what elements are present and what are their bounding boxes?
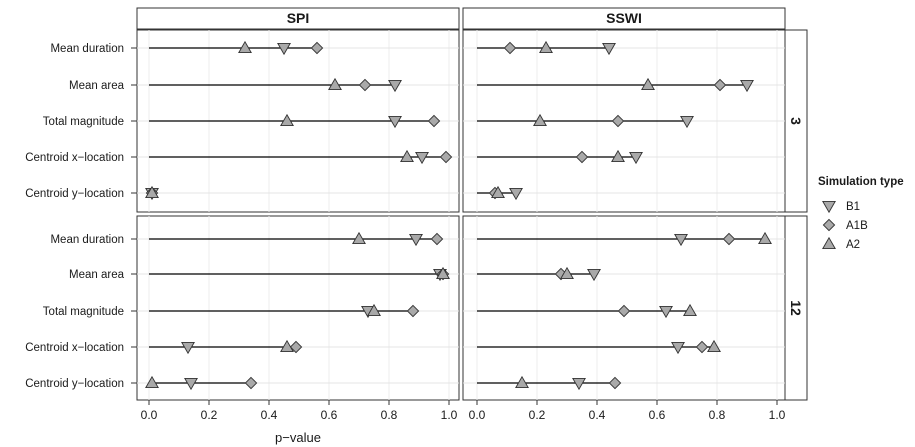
panel-spi-row-3-point-a1b-centroid-x-location [439, 150, 453, 164]
facet-strips: SPI SSWI 3 12 [136, 7, 808, 401]
panel-sswi-row-12-point-a1b-total-magnitude [617, 304, 631, 318]
panel-spi-row-12-point-a1b-centroid-x-location [289, 340, 303, 354]
panel-sswi-row-12-point-a1b-centroid-x-location [695, 340, 709, 354]
x-tick-label-sswi-0: 0.0 [469, 408, 486, 422]
panel-spi-row-12-point-a1b-centroid-y-location [244, 376, 258, 390]
panel-sswi-row-3-point-a2-mean-duration [539, 40, 553, 54]
panel-sswi-row-12-point-a2-mean-duration [758, 231, 772, 245]
panel-spi-row-3 [136, 29, 460, 213]
category-label-mean-area-row-3: Mean area [69, 80, 125, 92]
panel-sswi-row-3-point-a1b-mean-area [713, 78, 727, 92]
legend: Simulation type B1 A1B A2 [818, 176, 904, 251]
category-label-mean-area-row-12: Mean area [69, 269, 125, 281]
panel-sswi-row-12-point-a1b-centroid-y-location [608, 376, 622, 390]
legend-key-a1b [822, 218, 836, 232]
panel-spi-row-3-point-a2-mean-area [328, 77, 342, 91]
panel-sswi-row-3-point-a1b-centroid-x-location [575, 150, 589, 164]
panel-sswi-row-3-point-b1-mean-area [740, 79, 754, 93]
panel-spi-row-12-point-a1b-total-magnitude [406, 304, 420, 318]
category-label-centroid-y-location-row-3: Centroid y−location [25, 188, 124, 200]
x-tick-label-sswi-2: 0.4 [589, 408, 606, 422]
panel-sswi-row-12-point-a2-total-magnitude [683, 303, 697, 317]
panel-spi-row-3-point-a1b-mean-area [358, 78, 372, 92]
panel-sswi-row-3 [462, 29, 786, 213]
category-label-mean-duration-row-12: Mean duration [50, 234, 124, 246]
panel-spi-row-3-point-a1b-total-magnitude [427, 114, 441, 128]
panel-sswi-row-12-point-b1-centroid-x-location [671, 341, 685, 355]
panel-sswi-row-3-point-b1-centroid-x-location [629, 151, 643, 165]
panel-sswi-row-3-point-a2-mean-area [641, 77, 655, 91]
panel-sswi-row-12-point-b1-mean-area [587, 268, 601, 282]
panel-sswi-row-3-point-a1b-total-magnitude [611, 114, 625, 128]
x-tick-label-sswi-1: 0.2 [529, 408, 546, 422]
strip-label-sswi: SSWI [606, 10, 642, 26]
legend-key-a2 [822, 236, 836, 250]
panel-spi-row-12 [136, 215, 460, 401]
panel-sswi-row-12-point-b1-centroid-y-location [572, 377, 586, 391]
category-label-centroid-x-location-row-3: Centroid x−location [25, 152, 124, 164]
legend-key-b1 [822, 200, 836, 214]
category-label-total-magnitude-row-12: Total magnitude [43, 306, 124, 318]
panel-spi-row-3-point-a2-mean-duration [238, 40, 252, 54]
x-tick-label-spi-5: 1.0 [441, 408, 458, 422]
panel-sswi-row-12-point-a2-mean-area [560, 266, 574, 280]
x-axis-title: p−value [275, 430, 321, 445]
panel-sswi-row-12-point-a2-centroid-x-location [707, 339, 721, 353]
panel-sswi-row-12 [462, 215, 786, 401]
panel-sswi-row-3-point-a2-total-magnitude [533, 113, 547, 127]
panel-spi-row-12-point-a1b-mean-duration [430, 232, 444, 246]
panel-spi-row-12-point-b1-mean-duration [409, 233, 423, 247]
panel-spi-row-3-point-b1-mean-area [388, 79, 402, 93]
panel-spi-row-3-point-a2-total-magnitude [280, 113, 294, 127]
panel-spi-row-12-point-a2-mean-area [436, 266, 450, 280]
x-tick-label-spi-2: 0.4 [261, 408, 278, 422]
panel-spi-row-12-point-a2-mean-duration [352, 231, 366, 245]
category-label-centroid-x-location-row-12: Centroid x−location [25, 342, 124, 354]
panel-sswi-row-12-point-a1b-mean-duration [722, 232, 736, 246]
panel-spi-row-3-point-a1b-mean-duration [310, 41, 324, 55]
x-tick-label-spi-4: 0.8 [381, 408, 398, 422]
panel-sswi-row-3-point-a2-centroid-x-location [611, 149, 625, 163]
panel-spi-row-12-point-b1-centroid-x-location [181, 341, 195, 355]
panel-spi-row-3-point-b1-mean-duration [277, 42, 291, 56]
panel-sswi-row-3-point-b1-mean-duration [602, 42, 616, 56]
x-tick-label-sswi-5: 1.0 [769, 408, 786, 422]
category-label-total-magnitude-row-3: Total magnitude [43, 116, 124, 128]
panel-sswi-row-12-point-b1-total-magnitude [659, 305, 673, 319]
legend-label-b1: B1 [846, 201, 860, 213]
panel-sswi-row-3-point-a2-centroid-y-location [491, 185, 505, 199]
x-tick-label-sswi-4: 0.8 [709, 408, 726, 422]
category-label-centroid-y-location-row-12: Centroid y−location [25, 378, 124, 390]
legend-label-a2: A2 [846, 239, 860, 251]
x-tick-label-sswi-3: 0.6 [649, 408, 666, 422]
panel-spi-row-12-point-b1-centroid-y-location [184, 377, 198, 391]
panel-spi-row-12-background [136, 215, 460, 401]
x-tick-label-spi-3: 0.6 [321, 408, 338, 422]
panel-spi-row-3-point-a2-centroid-x-location [400, 149, 414, 163]
x-tick-label-spi-0: 0.0 [141, 408, 158, 422]
x-axis: 0.0 0.2 0.4 0.6 0.8 1.0 0.0 0.2 0.4 0.6 0.8 1.0 [141, 400, 786, 422]
strip-label-spi: SPI [287, 10, 310, 26]
panel-spi-row-3-point-a2-centroid-y-location [145, 185, 159, 199]
row-labels: Mean duration Mean area Total magnitude Cen… [25, 43, 137, 390]
panel-spi-row-12-point-a2-centroid-x-location [280, 339, 294, 353]
strip-label-row-12: 12 [788, 300, 804, 316]
panels [136, 29, 786, 401]
panel-sswi-row-3-point-b1-centroid-y-location [509, 187, 523, 201]
x-tick-label-spi-1: 0.2 [201, 408, 218, 422]
panel-sswi-row-12-point-a2-centroid-y-location [515, 375, 529, 389]
panel-sswi-row-3-point-a1b-mean-duration [503, 41, 517, 55]
legend-label-a1b: A1B [846, 220, 868, 232]
panel-sswi-row-3-point-b1-total-magnitude [680, 115, 694, 129]
panel-spi-row-12-point-a2-total-magnitude [367, 303, 381, 317]
panel-sswi-row-12-point-b1-mean-duration [674, 233, 688, 247]
panel-spi-row-3-point-b1-centroid-x-location [415, 151, 429, 165]
legend-title: Simulation type [818, 176, 904, 188]
category-label-mean-duration-row-3: Mean duration [50, 43, 124, 55]
panel-spi-row-12-point-a2-centroid-y-location [145, 375, 159, 389]
panel-spi-row-3-point-b1-total-magnitude [388, 115, 402, 129]
strip-label-row-3: 3 [788, 117, 804, 125]
